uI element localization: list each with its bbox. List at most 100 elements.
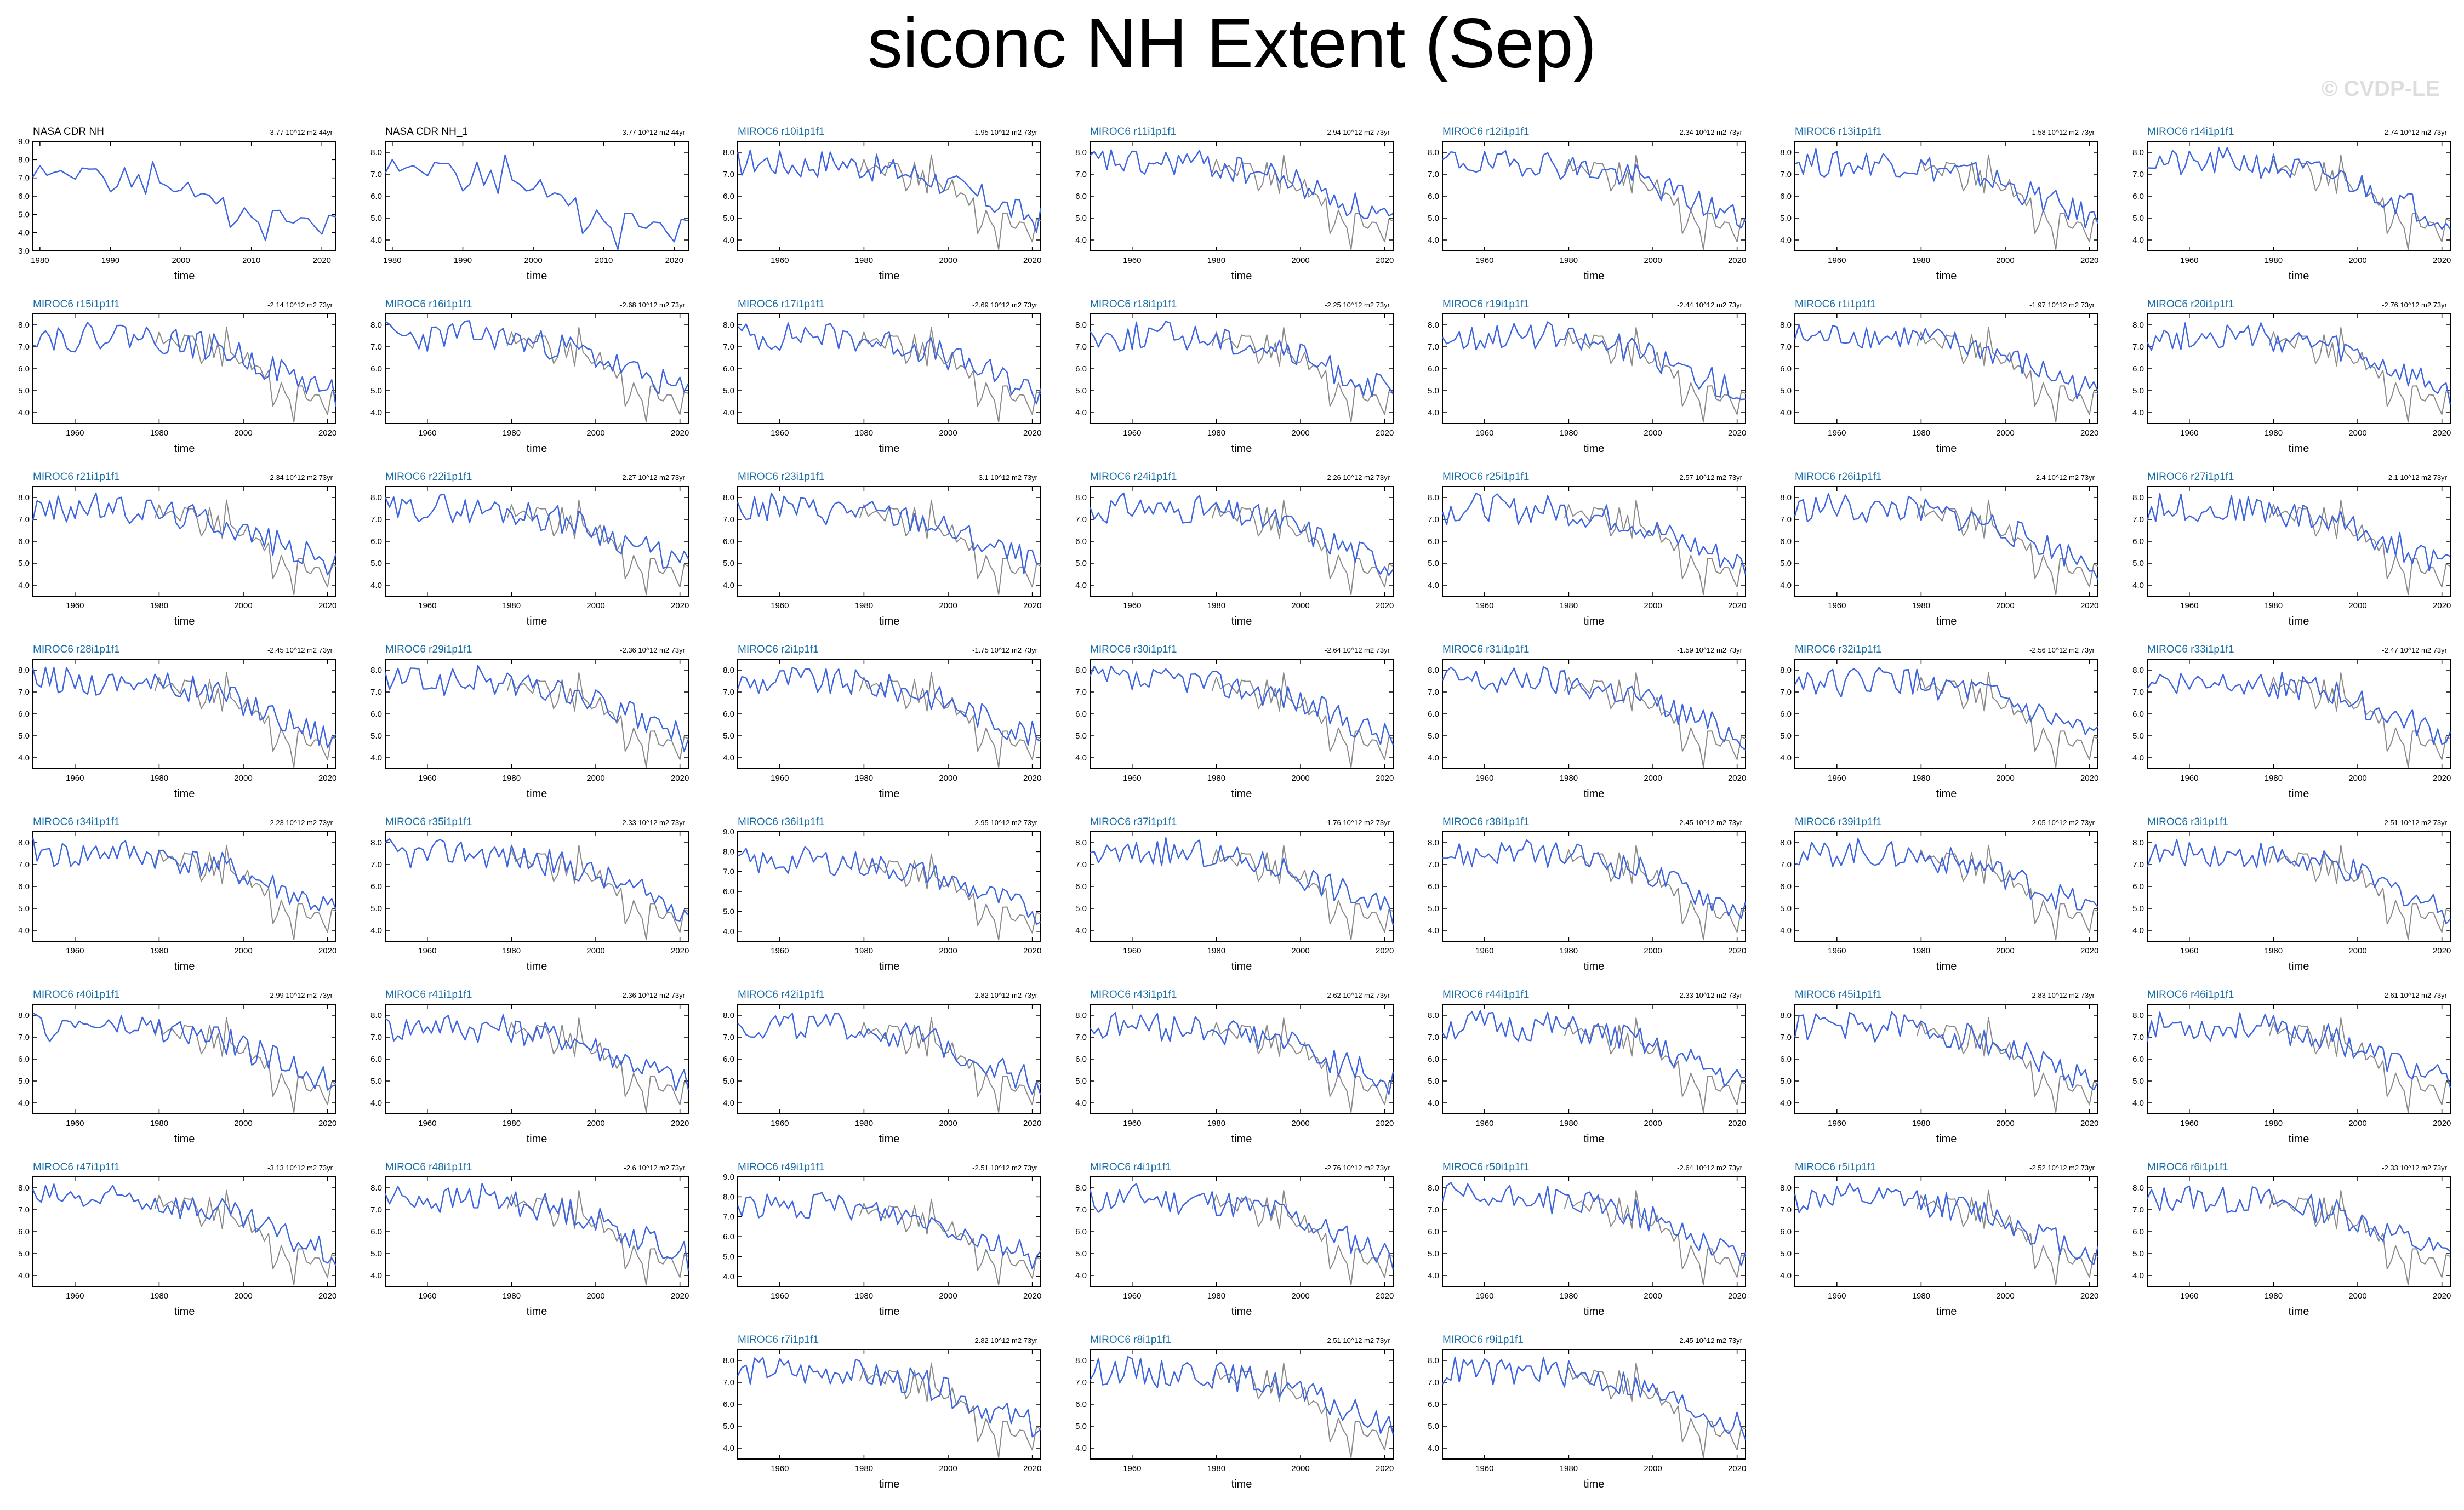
y-tick-label: 6.0	[2132, 192, 2144, 201]
obs-series-line	[154, 327, 336, 423]
x-tick-label: 2000	[1291, 256, 1309, 265]
panel-4: MIROC6 r11i1p1f1 -2.94 10^12 m2 73yr 4.0 5.…	[1075, 126, 1394, 282]
trend-label: -2.27 10^12 m2 73yr	[620, 473, 686, 482]
y-tick-label: 4.0	[1780, 236, 1792, 245]
x-tick-label: 1960	[771, 1464, 789, 1473]
x-tick-label: 1980	[1912, 774, 1930, 783]
model-series-line	[1090, 321, 1394, 397]
x-tick-label: 1980	[1207, 256, 1225, 265]
y-tick-label: 6.0	[18, 1055, 30, 1064]
x-tick-label: 2000	[234, 946, 252, 956]
x-tick-label: 2000	[939, 946, 957, 956]
x-tick-label: 1960	[1123, 1119, 1141, 1128]
x-axis-label: time	[174, 1306, 195, 1318]
x-tick-label: 2000	[1291, 428, 1309, 438]
trend-label: -2.52 10^12 m2 73yr	[2029, 1164, 2095, 1172]
model-series-line	[32, 666, 336, 749]
y-tick-label: 4.0	[1780, 1099, 1792, 1108]
y-tick-label: 7.0	[1075, 1033, 1087, 1042]
model-series-line	[2146, 671, 2451, 745]
y-tick-label: 5.0	[18, 210, 30, 219]
y-tick-label: 5.0	[1075, 1422, 1087, 1431]
trend-label: -1.97 10^12 m2 73yr	[2029, 301, 2095, 309]
x-axis-label: time	[879, 1133, 900, 1145]
x-tick-label: 2000	[1996, 946, 2014, 956]
x-tick-label: 2000	[2348, 1119, 2366, 1128]
x-tick-label: 2000	[939, 1464, 957, 1473]
obs-series-line	[859, 154, 1041, 250]
x-tick-label: 1980	[1560, 601, 1578, 610]
panel-31: MIROC6 r36i1p1f1 -2.95 10^12 m2 73yr 4.0 5.…	[723, 816, 1041, 973]
y-tick-label: 5.0	[2132, 1077, 2144, 1086]
y-tick-label: 5.0	[2132, 904, 2144, 913]
obs-series-line	[1211, 327, 1394, 423]
model-series-line	[1089, 492, 1394, 576]
x-tick-label: 1980	[1207, 1464, 1225, 1473]
y-tick-label: 8.0	[723, 847, 734, 856]
y-tick-label: 8.0	[1075, 148, 1087, 157]
y-tick-label: 8.0	[18, 666, 30, 675]
y-tick-label: 6.0	[1075, 192, 1087, 201]
y-tick-label: 7.0	[18, 342, 30, 352]
x-tick-label: 2020	[2433, 601, 2451, 610]
y-tick-label: 4.0	[370, 926, 382, 935]
panel-label: MIROC6 r13i1p1f1	[1795, 126, 1881, 138]
y-tick-label: 8.0	[370, 1183, 382, 1193]
obs-series-line	[506, 1017, 689, 1113]
x-tick-label: 2020	[2433, 1119, 2451, 1128]
panel-23: MIROC6 r29i1p1f1 -2.36 10^12 m2 73yr 4.0 5.…	[370, 644, 689, 800]
x-tick-label: 1980	[2265, 1291, 2283, 1301]
y-tick-label: 5.0	[18, 904, 30, 913]
x-tick-label: 1960	[1475, 256, 1493, 265]
x-tick-label: 2000	[2348, 428, 2366, 438]
model-series-line	[1441, 666, 1746, 751]
y-tick-label: 6.0	[1780, 192, 1792, 201]
y-tick-label: 7.0	[1075, 860, 1087, 870]
trend-label: -2.6 10^12 m2 73yr	[624, 1164, 685, 1172]
x-tick-label: 1980	[150, 1119, 168, 1128]
y-tick-label: 6.0	[1428, 1227, 1439, 1237]
x-tick-label: 1980	[150, 946, 168, 956]
model-series-line	[2146, 1011, 2451, 1088]
x-tick-label: 1960	[66, 1291, 84, 1301]
x-tick-label: 2000	[1291, 1291, 1309, 1301]
y-tick-label: 6.0	[723, 887, 734, 896]
y-tick-label: 7.0	[370, 688, 382, 697]
y-tick-label: 4.0	[1428, 1099, 1439, 1108]
y-tick-label: 5.0	[18, 731, 30, 741]
panel-8: MIROC6 r15i1p1f1 -2.14 10^12 m2 73yr 4.0 5.…	[18, 299, 336, 455]
x-tick-label: 2020	[1728, 946, 1746, 956]
y-tick-label: 7.0	[1428, 1205, 1439, 1215]
panel-12: MIROC6 r19i1p1f1 -2.44 10^12 m2 73yr 4.0 5.…	[1428, 299, 1746, 455]
x-axis-label: time	[1584, 1306, 1605, 1318]
y-tick-label: 7.0	[1075, 1205, 1087, 1215]
x-tick-label: 2000	[1291, 774, 1309, 783]
y-tick-label: 8.0	[1428, 1183, 1439, 1193]
model-series-line	[1090, 837, 1394, 925]
model-series-line	[737, 846, 1041, 925]
model-series-line	[737, 1357, 1041, 1438]
x-tick-label: 1960	[2180, 256, 2198, 265]
y-tick-label: 6.0	[18, 364, 30, 374]
model-series-line	[32, 1012, 336, 1091]
y-tick-label: 6.0	[18, 192, 30, 201]
y-tick-label: 4.0	[1428, 753, 1439, 763]
y-tick-label: 8.0	[723, 1011, 734, 1020]
x-tick-label: 1960	[771, 256, 789, 265]
x-tick-label: 1980	[1912, 1119, 1930, 1128]
panel-label: MIROC6 r28i1p1f1	[33, 644, 119, 655]
panel-20: MIROC6 r26i1p1f1 -2.4 10^12 m2 73yr 4.0 5.0…	[1780, 471, 2098, 627]
y-tick-label: 8.0	[723, 1192, 734, 1202]
panel-43: MIROC6 r47i1p1f1 -3.13 10^12 m2 73yr 4.0 5.…	[18, 1162, 336, 1318]
obs-series-line	[2268, 154, 2451, 250]
x-axis-label: time	[1936, 788, 1957, 800]
y-tick-label: 7.0	[1780, 1033, 1792, 1042]
trend-label: -2.82 10^12 m2 73yr	[972, 1336, 1038, 1345]
x-tick-label: 1980	[1912, 256, 1930, 265]
obs-series-line	[384, 154, 689, 250]
y-tick-label: 6.0	[723, 1232, 734, 1242]
obs-series-line	[2268, 499, 2451, 596]
trend-label: -2.51 10^12 m2 73yr	[972, 1164, 1038, 1172]
x-axis-label: time	[1231, 443, 1252, 455]
x-tick-label: 1960	[1475, 946, 1493, 956]
